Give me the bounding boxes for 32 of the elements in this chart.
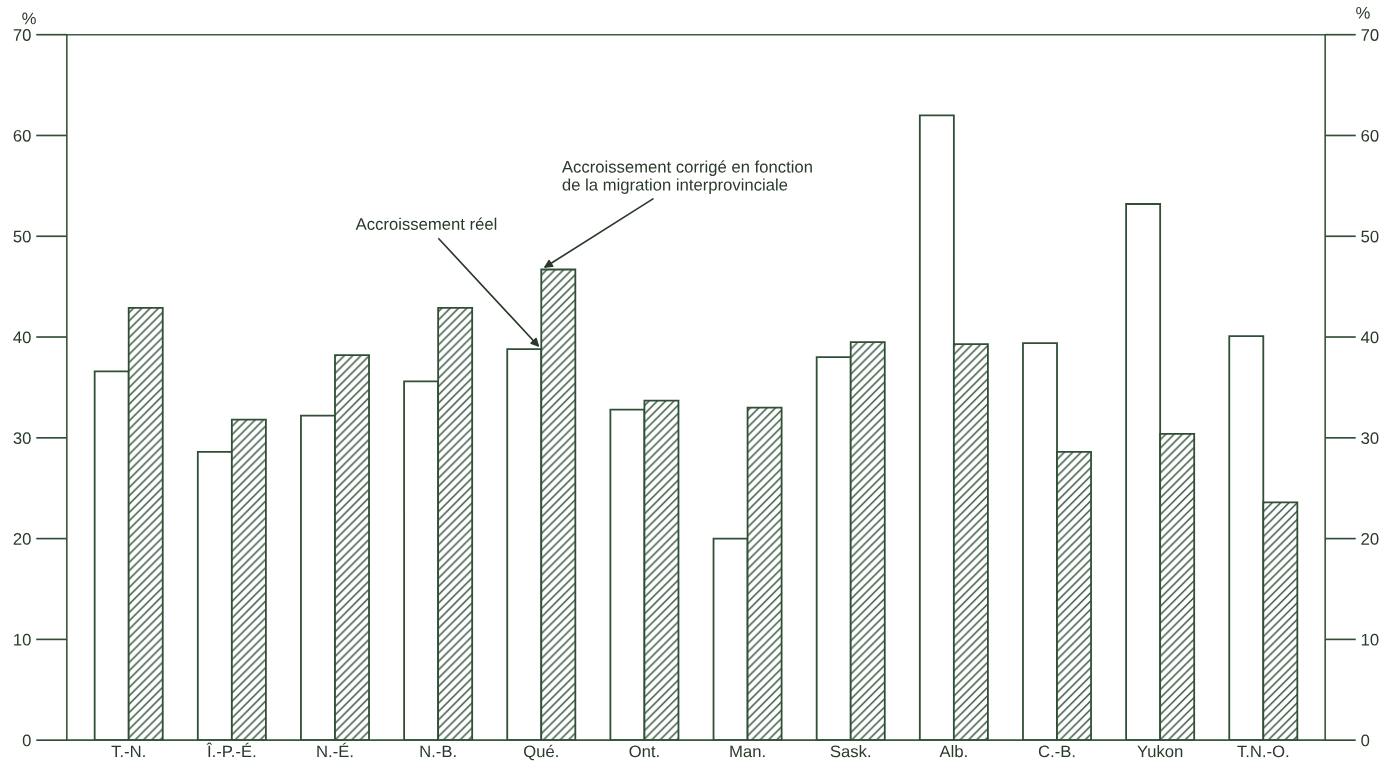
x-tick-label: Î.-P.-É. (206, 742, 256, 758)
x-tick-label: Ont. (629, 745, 659, 758)
y-tick-label: 30 (13, 432, 31, 445)
x-tick-label: Man. (730, 745, 765, 758)
x-tick-label: Qué. (524, 744, 558, 761)
y-tick-label: 0 (22, 734, 31, 747)
y2-tick-label: 40 (1360, 331, 1379, 344)
y-tick-label: 10 (14, 633, 31, 646)
y2-axis-title: % (1356, 6, 1370, 19)
y2-tick-label: 60 (1361, 129, 1379, 142)
y2-tick-label: 10 (1361, 633, 1379, 646)
y-tick-label: 70 (13, 29, 31, 41)
x-tick-label: Sask. (830, 745, 871, 758)
x-tick-label: Alb. (939, 745, 967, 758)
annotation: Accroissement corrigé en fonction de la migration interprovinciale (561, 160, 812, 194)
x-tick-label: C.-B. (1038, 745, 1075, 758)
y-axis-title: % (22, 12, 36, 25)
y-tick-label: 20 (13, 533, 31, 545)
y2-tick-label: 30 (1361, 432, 1379, 445)
x-tick-label: N.-É. (317, 742, 353, 758)
y2-tick-label: 50 (1361, 230, 1379, 243)
y2-tick-label: 20 (1361, 533, 1379, 545)
x-tick-label: T.N.-O. (1237, 745, 1289, 758)
y-tick-label: 60 (13, 129, 31, 142)
annotation: Accroissement réel (355, 217, 497, 230)
y-tick-label: 50 (13, 230, 31, 243)
y-tick-label: 40 (13, 331, 31, 344)
x-tick-label: T.-N. (111, 745, 145, 758)
y2-tick-label: 0 (1361, 734, 1370, 747)
x-tick-label: N.-B. (420, 745, 456, 758)
x-tick-label: Yukon (1137, 745, 1183, 758)
y2-tick-label: 70 (1361, 29, 1379, 41)
